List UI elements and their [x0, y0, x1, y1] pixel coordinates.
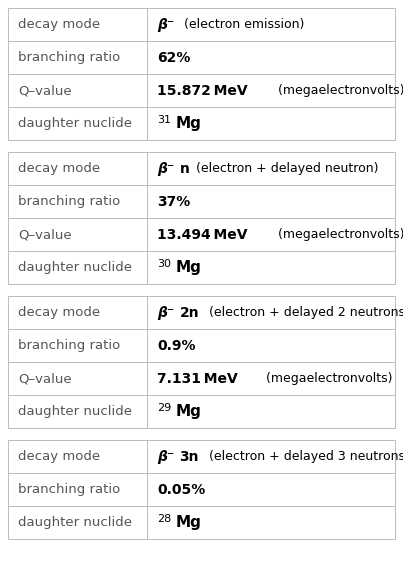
Text: Mg: Mg — [175, 116, 201, 131]
Bar — [8, 440, 395, 539]
Text: daughter nuclide: daughter nuclide — [18, 405, 132, 418]
Text: 0.05%: 0.05% — [157, 483, 206, 497]
Text: 7.131 MeV: 7.131 MeV — [157, 372, 238, 386]
Text: daughter nuclide: daughter nuclide — [18, 261, 132, 274]
Text: decay mode: decay mode — [18, 306, 100, 319]
Text: decay mode: decay mode — [18, 450, 100, 463]
Text: 3n: 3n — [180, 450, 199, 464]
Bar — [8, 8, 395, 140]
Bar — [8, 296, 395, 428]
Text: 37%: 37% — [157, 195, 191, 208]
Text: (electron + delayed neutron): (electron + delayed neutron) — [192, 162, 379, 175]
Text: daughter nuclide: daughter nuclide — [18, 516, 132, 529]
Text: 31: 31 — [157, 114, 171, 125]
Text: (electron + delayed 3 neutrons): (electron + delayed 3 neutrons) — [205, 450, 403, 463]
Text: (megaelectronvolts): (megaelectronvolts) — [274, 228, 403, 241]
Text: 28: 28 — [157, 514, 172, 523]
Text: branching ratio: branching ratio — [18, 195, 120, 208]
Text: β⁻: β⁻ — [157, 306, 174, 320]
Text: 15.872 MeV: 15.872 MeV — [157, 84, 248, 97]
Text: (megaelectronvolts): (megaelectronvolts) — [274, 84, 403, 97]
Text: decay mode: decay mode — [18, 162, 100, 175]
Text: (electron emission): (electron emission) — [180, 18, 304, 31]
Text: n: n — [180, 162, 189, 175]
Text: β⁻: β⁻ — [157, 18, 174, 31]
Text: (megaelectronvolts): (megaelectronvolts) — [262, 372, 392, 385]
Text: 30: 30 — [157, 258, 171, 269]
Text: β⁻: β⁻ — [157, 162, 174, 175]
Text: 0.9%: 0.9% — [157, 339, 196, 353]
Text: Mg: Mg — [176, 515, 202, 530]
Text: 29: 29 — [157, 402, 172, 413]
Text: β⁻: β⁻ — [157, 450, 174, 464]
Text: branching ratio: branching ratio — [18, 483, 120, 496]
Text: 2n: 2n — [180, 306, 199, 320]
Text: (electron + delayed 2 neutrons): (electron + delayed 2 neutrons) — [205, 306, 403, 319]
Text: Q–value: Q–value — [18, 228, 72, 241]
Text: branching ratio: branching ratio — [18, 51, 120, 64]
Bar — [8, 152, 395, 284]
Text: 62%: 62% — [157, 51, 191, 64]
Text: Q–value: Q–value — [18, 84, 72, 97]
Text: Mg: Mg — [176, 404, 202, 419]
Text: Mg: Mg — [175, 260, 201, 275]
Text: decay mode: decay mode — [18, 18, 100, 31]
Text: branching ratio: branching ratio — [18, 339, 120, 352]
Text: Q–value: Q–value — [18, 372, 72, 385]
Text: daughter nuclide: daughter nuclide — [18, 117, 132, 130]
Text: 13.494 MeV: 13.494 MeV — [157, 228, 248, 241]
